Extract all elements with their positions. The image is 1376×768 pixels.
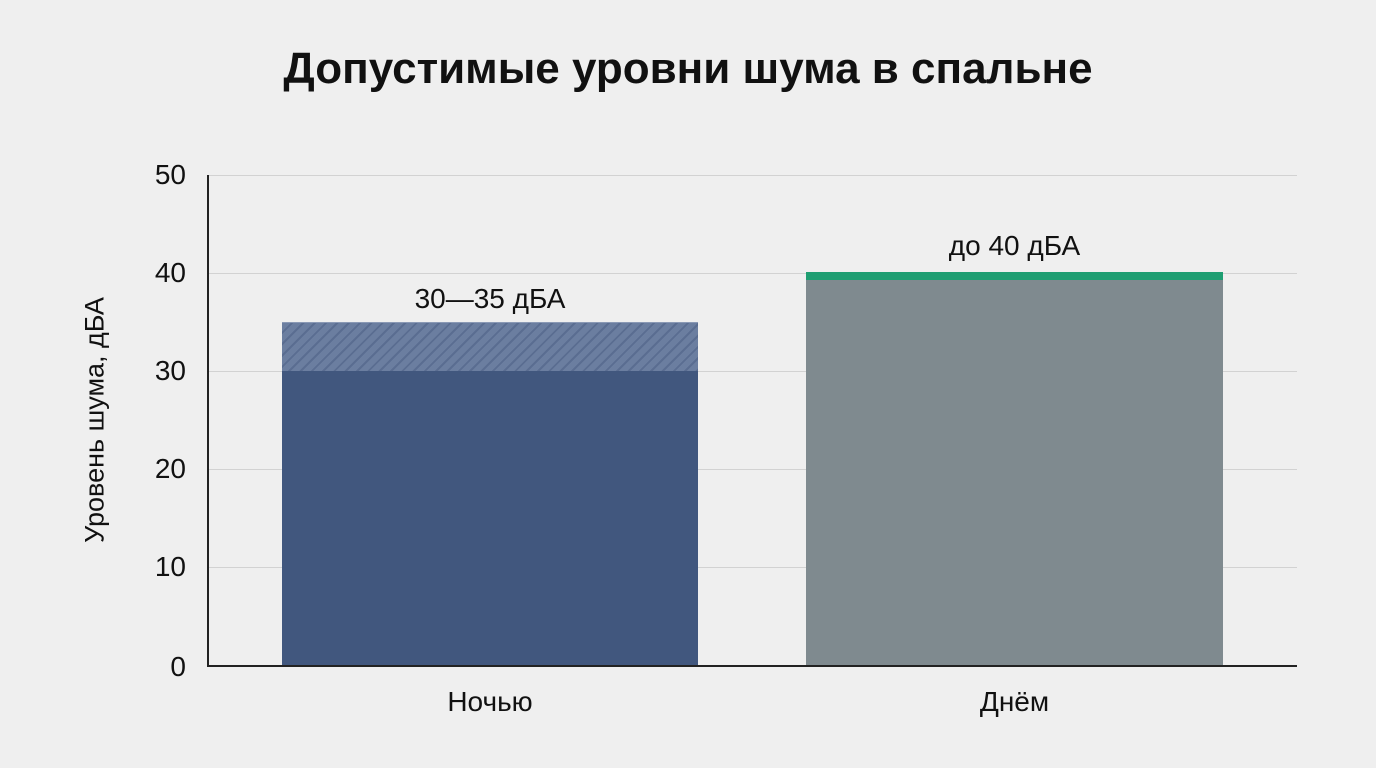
- bar-day-value-label: до 40 дБА: [948, 230, 1081, 261]
- y-tick-10: 10: [154, 551, 186, 582]
- gridline-40: [208, 273, 1297, 274]
- gridline-20: [208, 469, 1297, 470]
- bar-day: [806, 280, 1223, 666]
- bar-night-solid: [282, 371, 698, 666]
- x-tick-day: Днём: [979, 686, 1050, 717]
- gridline-10: [208, 567, 1297, 568]
- y-tick-50: 50: [154, 159, 186, 190]
- bar-day-limit-cap: [806, 272, 1223, 280]
- bar-night-range-hatched: [282, 322, 698, 371]
- y-tick-40: 40: [154, 257, 186, 288]
- y-axis-line: [207, 175, 209, 667]
- x-tick-night: Ночью: [447, 686, 533, 717]
- bar-night-value-label: 30—35 дБА: [414, 283, 566, 314]
- y-axis-label: Уровень шума, дБА: [79, 297, 110, 543]
- x-axis-line: [207, 665, 1297, 667]
- gridline-50: [208, 175, 1297, 176]
- chart-title: Допустимые уровни шума в спальне: [283, 44, 1093, 93]
- gridline-30: [208, 371, 1297, 372]
- y-tick-20: 20: [154, 453, 186, 484]
- y-tick-0: 0: [170, 651, 186, 682]
- y-tick-30: 30: [154, 355, 186, 386]
